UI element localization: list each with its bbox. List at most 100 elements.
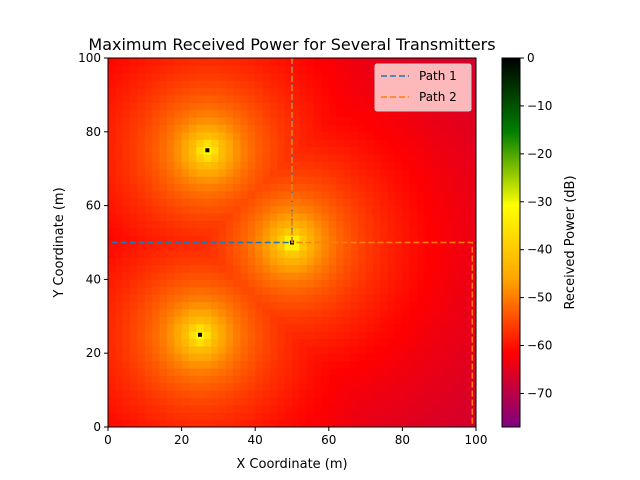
heatmap-cell	[365, 279, 374, 288]
heatmap-cell	[306, 331, 315, 340]
heatmap-cell	[461, 58, 470, 66]
heatmap-cell	[159, 117, 168, 126]
heatmap-cell	[380, 212, 389, 221]
heatmap-cell	[144, 109, 153, 118]
heatmap-cell	[461, 404, 470, 413]
heatmap-cell	[350, 72, 359, 81]
heatmap-cell	[166, 257, 175, 266]
heatmap-cell	[203, 360, 212, 369]
heatmap-cell	[299, 353, 308, 362]
heatmap-cell	[350, 65, 359, 74]
heatmap-cell	[269, 390, 278, 399]
heatmap-cell	[350, 316, 359, 325]
heatmap-cell	[240, 286, 249, 295]
heatmap-cell	[203, 72, 212, 81]
heatmap-cell	[328, 367, 337, 376]
heatmap-cell	[292, 190, 300, 199]
colorbar-label: Received Power (dB)	[563, 175, 578, 309]
heatmap-cell	[225, 308, 234, 317]
heatmap-cell	[402, 316, 411, 325]
heatmap-cell	[343, 382, 352, 391]
heatmap-cell	[108, 301, 116, 310]
heatmap-cell	[144, 294, 153, 303]
heatmap-cell	[446, 117, 455, 126]
heatmap-cell	[409, 153, 418, 162]
heatmap-cell	[314, 153, 323, 162]
heatmap-cell	[233, 161, 242, 170]
heatmap-cell	[115, 102, 124, 111]
heatmap-cell	[299, 338, 308, 347]
heatmap-cell	[159, 316, 168, 325]
heatmap-cell	[255, 117, 264, 126]
heatmap-cell	[152, 375, 161, 384]
heatmap-cell	[152, 382, 161, 391]
heatmap-cell	[115, 212, 124, 221]
heatmap-cell	[152, 264, 161, 273]
heatmap-cell	[292, 72, 300, 81]
heatmap-cell	[115, 419, 124, 427]
heatmap-cell	[365, 109, 374, 118]
heatmap-cell	[314, 390, 323, 399]
heatmap-cell	[387, 316, 396, 325]
heatmap-cell	[328, 375, 337, 384]
heatmap-cell	[255, 353, 264, 362]
heatmap-cell	[188, 316, 197, 325]
heatmap-cell	[439, 139, 448, 148]
heatmap-cell	[130, 382, 139, 391]
heatmap-cell	[137, 205, 146, 214]
heatmap-cell	[188, 419, 197, 427]
heatmap-cell	[468, 412, 476, 421]
heatmap-cell	[350, 124, 359, 133]
heatmap-cell	[402, 257, 411, 266]
heatmap-cell	[284, 205, 293, 214]
heatmap-cell	[247, 65, 256, 74]
heatmap-cell	[211, 102, 219, 111]
heatmap-cell	[292, 198, 300, 207]
heatmap-cell	[255, 397, 264, 406]
heatmap-cell	[417, 331, 426, 340]
heatmap-cell	[115, 323, 124, 332]
heatmap-cell	[137, 227, 146, 236]
heatmap-cell	[247, 367, 256, 376]
heatmap-cell	[343, 161, 352, 170]
heatmap-cell	[365, 72, 374, 81]
heatmap-cell	[181, 345, 190, 354]
heatmap-cell	[350, 87, 359, 96]
heatmap-cell	[284, 353, 293, 362]
heatmap-cell	[218, 205, 227, 214]
heatmap-cell	[417, 153, 426, 162]
heatmap-cell	[233, 58, 242, 66]
heatmap-cell	[424, 301, 433, 310]
heatmap-cell	[137, 124, 146, 133]
heatmap-cell	[122, 242, 131, 251]
heatmap-cell	[424, 58, 433, 66]
heatmap-cell	[299, 257, 308, 266]
heatmap-cell	[417, 117, 426, 126]
heatmap-cell	[453, 360, 462, 369]
heatmap-cell	[365, 212, 374, 221]
heatmap-cell	[130, 412, 139, 421]
heatmap-cell	[211, 131, 219, 140]
heatmap-cell	[218, 404, 227, 413]
heatmap-cell	[130, 242, 139, 251]
heatmap-cell	[365, 249, 374, 258]
heatmap-cell	[211, 168, 219, 177]
heatmap-cell	[277, 404, 286, 413]
heatmap-cell	[122, 294, 131, 303]
heatmap-cell	[174, 146, 183, 155]
heatmap-cell	[247, 227, 256, 236]
heatmap-cell	[321, 153, 330, 162]
heatmap-cell	[181, 294, 190, 303]
heatmap-cell	[299, 345, 308, 354]
heatmap-cell	[255, 58, 264, 66]
heatmap-cell	[372, 316, 381, 325]
heatmap-cell	[152, 176, 161, 185]
heatmap-cell	[292, 227, 300, 236]
heatmap-cell	[262, 323, 271, 332]
heatmap-cell	[380, 242, 389, 251]
heatmap-cell	[174, 212, 183, 221]
heatmap-cell	[461, 382, 470, 391]
heatmap-cell	[395, 109, 403, 118]
y-tick-label: 60	[86, 199, 101, 213]
heatmap-cell	[380, 331, 389, 340]
